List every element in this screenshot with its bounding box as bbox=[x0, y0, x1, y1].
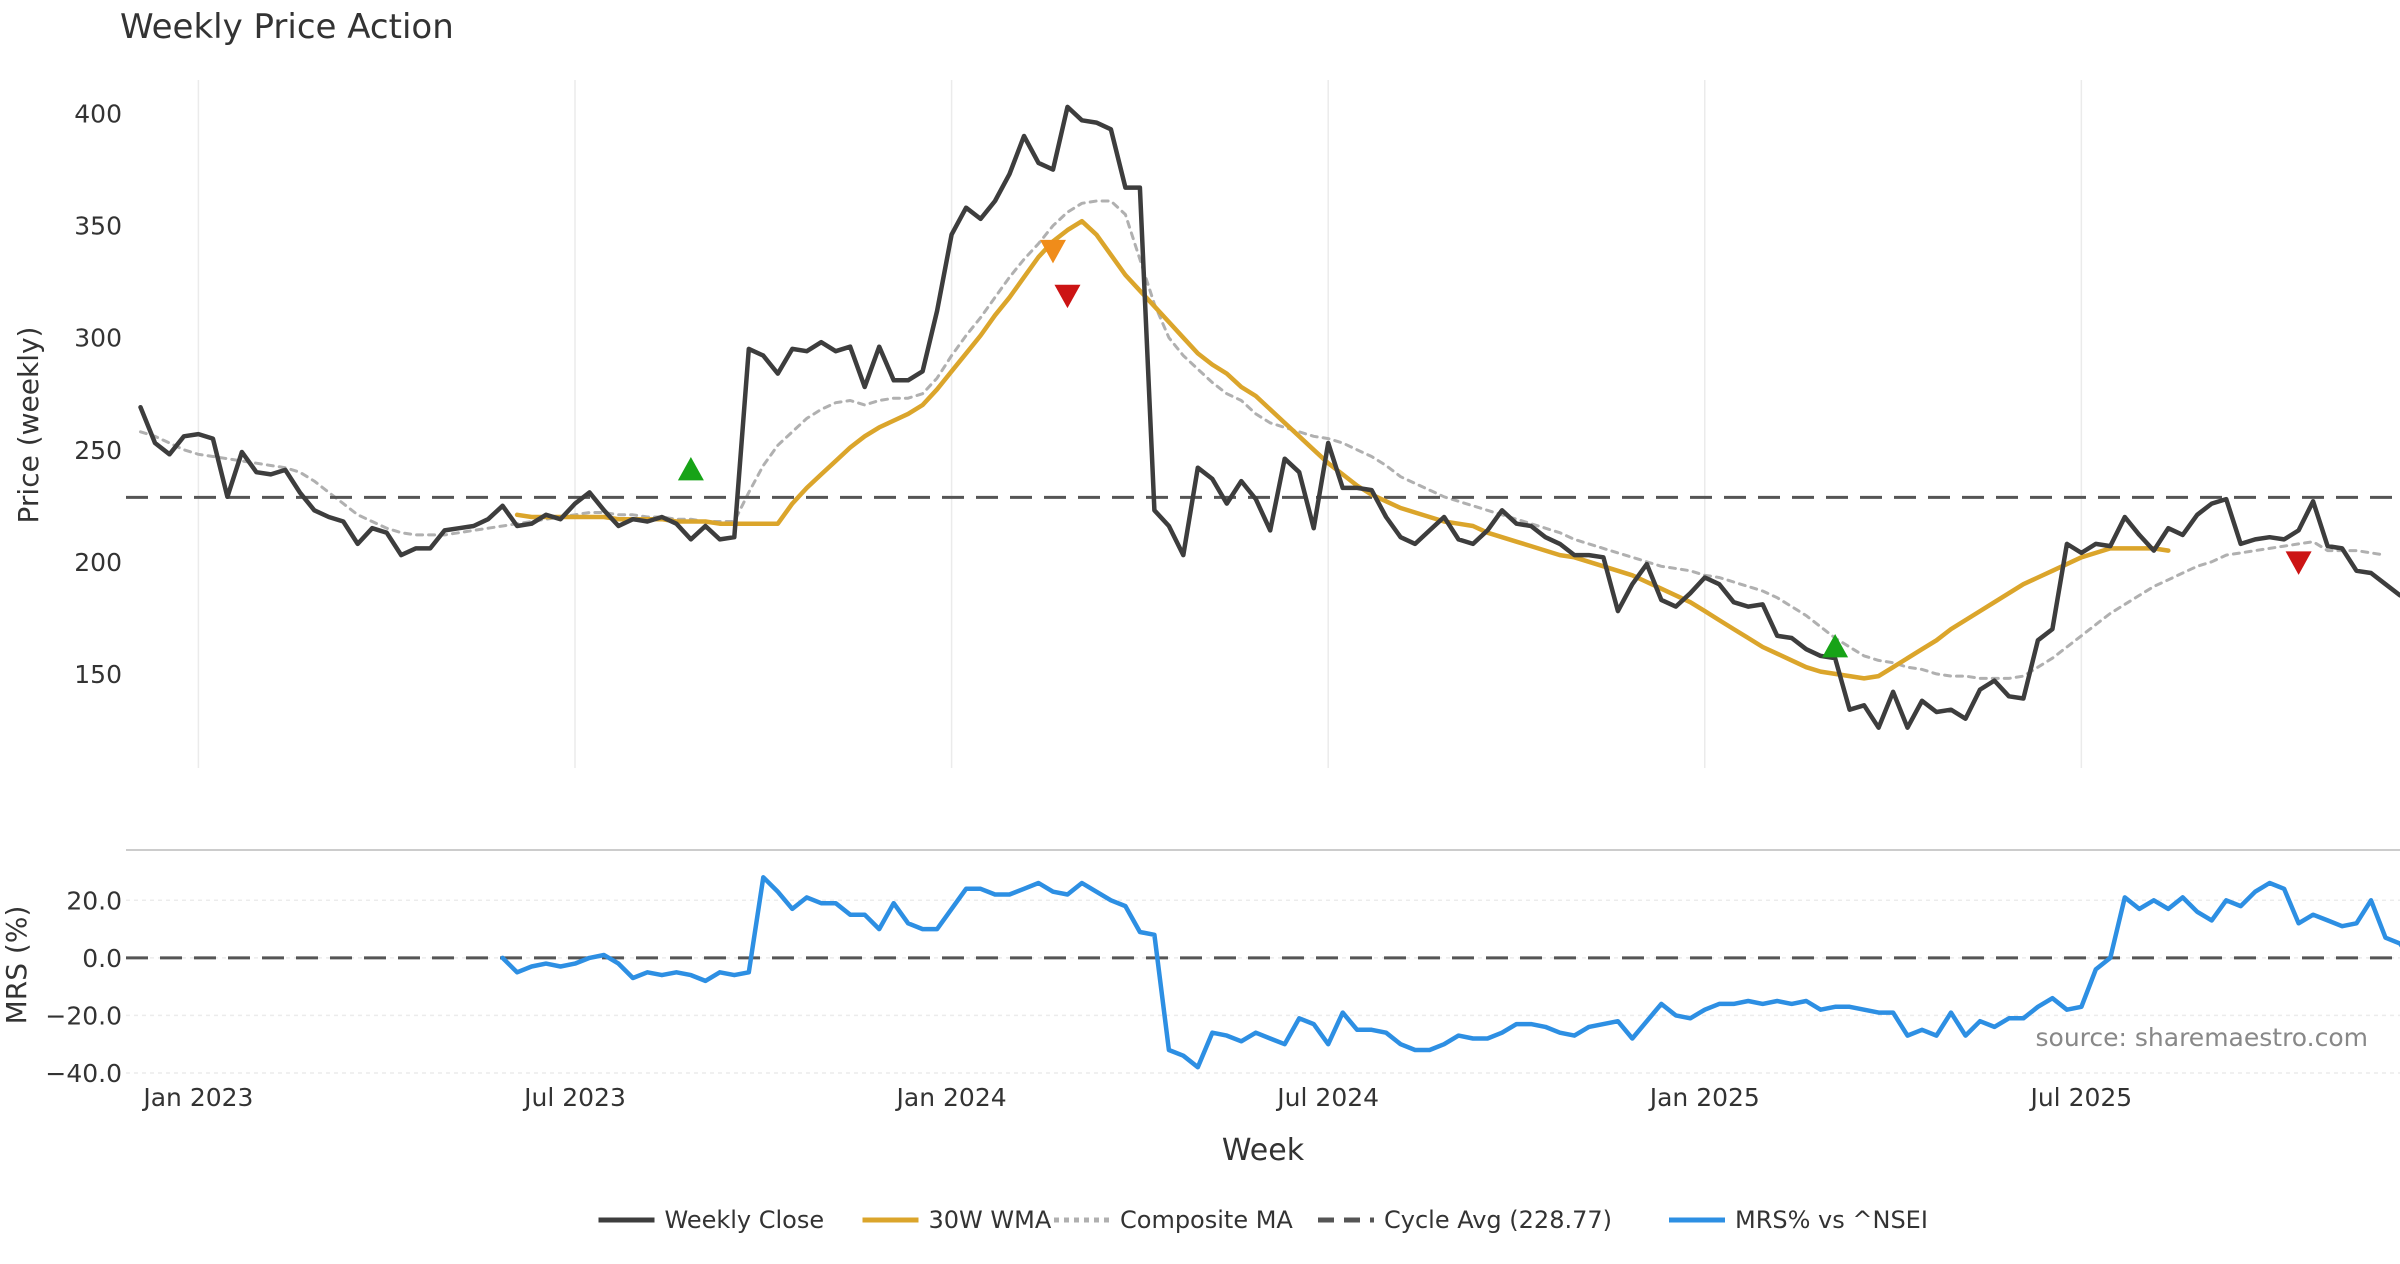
mrs-y-axis-label: MRS (%) bbox=[0, 906, 33, 1025]
legend-label: Cycle Avg (228.77) bbox=[1384, 1206, 1612, 1234]
sell-signal-marker bbox=[1054, 285, 1080, 308]
legend: Weekly Close 30W WMA Composite MA Cycle Avg… bbox=[599, 1206, 1928, 1234]
x-tick-label: Jan 2025 bbox=[1648, 1083, 1760, 1112]
x-tick-label: Jan 2024 bbox=[895, 1083, 1007, 1112]
price-y-tick-label: 150 bbox=[74, 660, 122, 689]
legend-label: Weekly Close bbox=[665, 1206, 825, 1234]
x-tick-label: Jul 2025 bbox=[2028, 1083, 2132, 1112]
x-tick-label: Jan 2023 bbox=[141, 1083, 253, 1112]
x-tick-label: Jul 2023 bbox=[522, 1083, 626, 1112]
sell-signal-marker bbox=[2286, 551, 2312, 574]
price-y-tick-label: 200 bbox=[74, 548, 122, 577]
source-annotation: source: sharemaestro.com bbox=[2036, 1023, 2369, 1052]
x-axis-label: Week bbox=[1222, 1133, 1305, 1168]
price-y-axis-label: Price (weekly) bbox=[12, 327, 45, 524]
mrs-y-tick-label: 20.0 bbox=[66, 886, 122, 915]
price-y-tick-label: 400 bbox=[74, 100, 122, 129]
legend-label: 30W WMA bbox=[929, 1206, 1052, 1234]
composite-ma-line bbox=[141, 201, 2386, 678]
price-y-ticks: 150 200 250 300 350 400 bbox=[74, 100, 122, 689]
price-signal-markers bbox=[678, 240, 2312, 657]
mrs-y-tick-label: −40.0 bbox=[45, 1059, 122, 1088]
buy-signal-marker bbox=[1822, 634, 1848, 657]
price-y-tick-label: 300 bbox=[74, 324, 122, 353]
legend-label: MRS% vs ^NSEI bbox=[1735, 1206, 1928, 1234]
price-y-tick-label: 350 bbox=[74, 212, 122, 241]
wma-30w-line bbox=[517, 221, 2168, 678]
mrs-y-tick-label: 0.0 bbox=[82, 944, 122, 973]
x-tick-label: Jul 2024 bbox=[1275, 1083, 1379, 1112]
x-ticks: Jan 2023 Jul 2023 Jan 2024 Jul 2024 Jan 2025… bbox=[141, 1083, 2132, 1112]
mrs-y-tick-label: −20.0 bbox=[45, 1001, 122, 1030]
legend-label: Composite MA bbox=[1120, 1206, 1293, 1234]
weekly-close-line bbox=[141, 107, 2400, 728]
chart-title: Weekly Price Action bbox=[120, 7, 454, 47]
mrs-y-ticks: 20.0 0.0 −20.0 −40.0 bbox=[45, 886, 122, 1088]
buy-signal-marker bbox=[678, 457, 704, 480]
price-series-lines bbox=[126, 107, 2400, 728]
price-y-tick-label: 250 bbox=[74, 436, 122, 465]
